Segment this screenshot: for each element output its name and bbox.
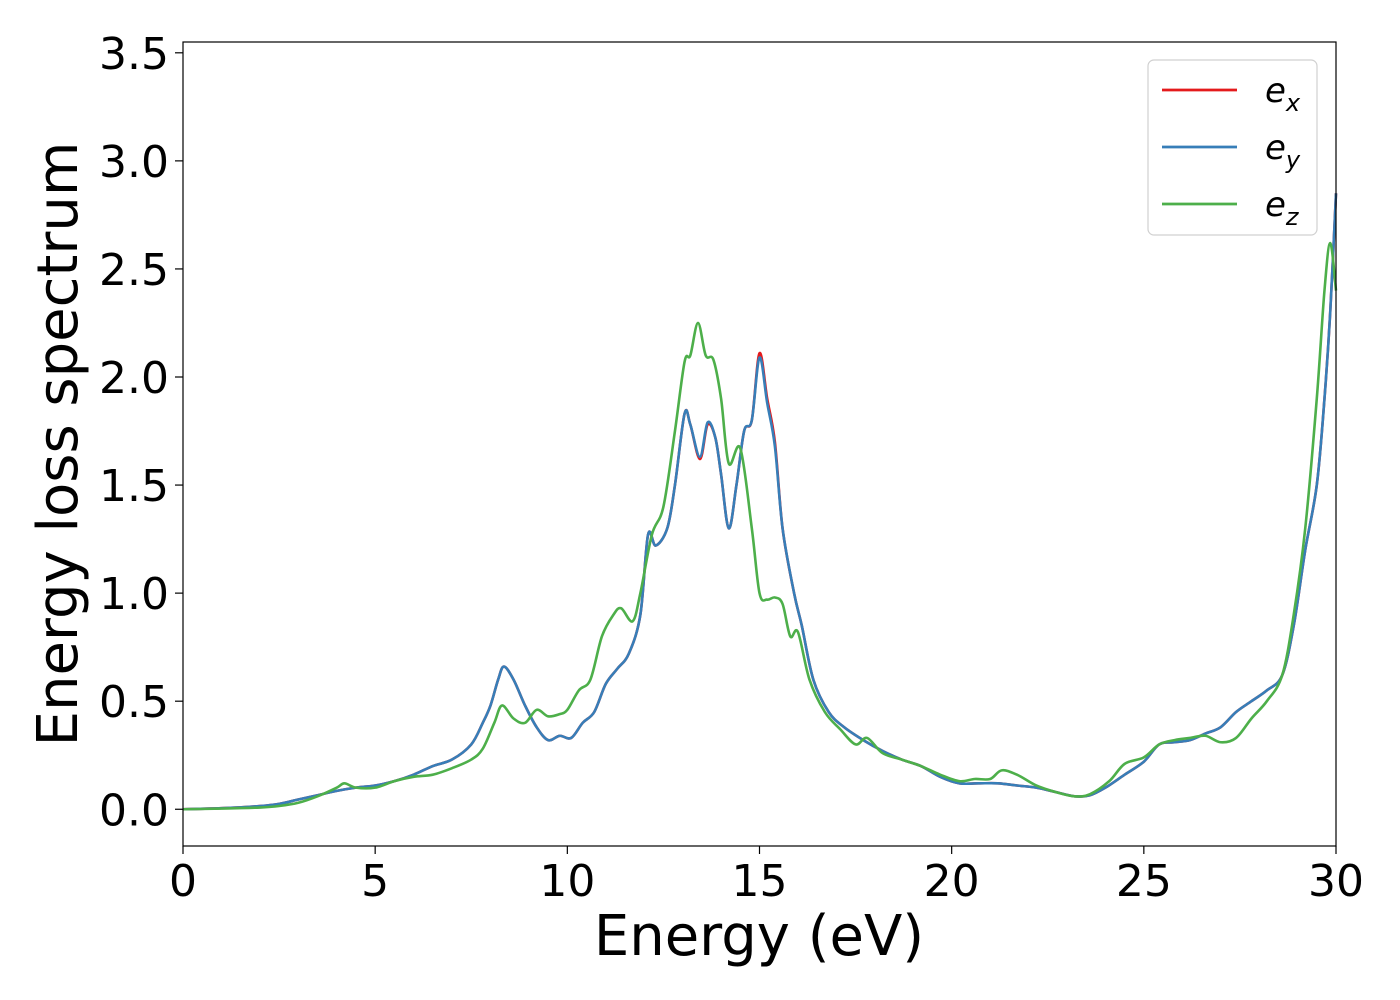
y-axis-title: Energy loss spectrum	[26, 142, 91, 747]
x-axis-title: Energy (eV)	[594, 904, 924, 969]
x-tick-label: 25	[1116, 856, 1172, 907]
y-tick-label: 3.5	[99, 29, 169, 80]
x-tick-label: 30	[1308, 856, 1364, 907]
x-tick-label: 10	[539, 856, 595, 907]
series-line-e-y	[182, 193, 1338, 811]
series-line-e-z	[182, 241, 1338, 811]
legend-subscript-x: x	[1285, 89, 1301, 117]
legend-subscript-z: z	[1285, 203, 1300, 231]
legend-subscript-y: y	[1285, 146, 1301, 174]
series-layer	[182, 193, 1338, 811]
y-tick-label: 1.0	[99, 569, 169, 620]
x-tick-label: 0	[169, 856, 197, 907]
legend-label-y: ey	[1265, 128, 1301, 174]
y-tick-label: 3.0	[99, 137, 169, 188]
y-axis-ticks: 0.0 0.5 1.0 1.5 2.0 2.5 3.0 3.5	[99, 29, 183, 836]
series-line-e-x	[182, 193, 1338, 811]
y-tick-label: 2.0	[99, 353, 169, 404]
y-tick-label: 0.0	[99, 785, 169, 836]
x-tick-label: 15	[732, 856, 788, 907]
y-tick-label: 2.5	[99, 245, 169, 296]
y-tick-label: 0.5	[99, 677, 169, 728]
x-axis-ticks: 0 5 10 15 20 25 30	[169, 846, 1364, 907]
y-tick-label: 1.5	[99, 461, 169, 512]
x-tick-label: 20	[924, 856, 980, 907]
legend-label-x: ex	[1265, 71, 1301, 117]
x-tick-label: 5	[361, 856, 389, 907]
